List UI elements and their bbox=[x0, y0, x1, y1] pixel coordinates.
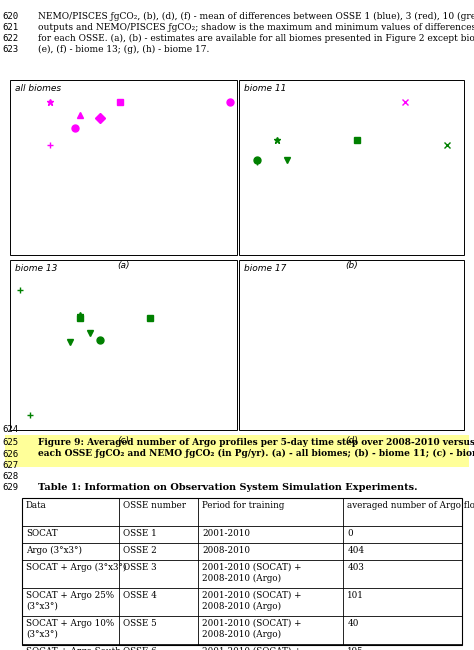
Text: Period for training: Period for training bbox=[202, 501, 284, 510]
Text: OSSE number: OSSE number bbox=[123, 501, 186, 510]
Text: 620: 620 bbox=[2, 12, 18, 21]
Text: 101: 101 bbox=[347, 591, 364, 600]
Text: 622: 622 bbox=[2, 34, 18, 43]
Text: 626: 626 bbox=[2, 450, 18, 459]
Text: 403: 403 bbox=[347, 563, 364, 572]
Text: SOCAT + Argo 10%
(3°x3°): SOCAT + Argo 10% (3°x3°) bbox=[26, 619, 114, 638]
Text: 621: 621 bbox=[2, 23, 18, 32]
Text: for each OSSE. (a), (b) - estimates are available for all biomes presented in Fi: for each OSSE. (a), (b) - estimates are … bbox=[38, 34, 474, 43]
Text: (c): (c) bbox=[118, 436, 129, 445]
Bar bbox=[239, 260, 464, 430]
Text: 628: 628 bbox=[2, 472, 18, 481]
Text: 195: 195 bbox=[347, 647, 364, 650]
Text: SOCAT + Argo 25%
(3°x3°): SOCAT + Argo 25% (3°x3°) bbox=[26, 591, 114, 610]
Text: 624: 624 bbox=[2, 425, 18, 434]
Text: biome 13: biome 13 bbox=[15, 264, 57, 273]
Text: 625: 625 bbox=[2, 438, 18, 447]
Text: 404: 404 bbox=[347, 546, 365, 555]
Bar bbox=[10, 260, 237, 430]
Text: 0: 0 bbox=[347, 529, 353, 538]
Text: Table 1: Information on Observation System Simulation Experiments.: Table 1: Information on Observation Syst… bbox=[38, 483, 418, 492]
Text: 623: 623 bbox=[2, 45, 18, 54]
Text: Argo (3°x3°): Argo (3°x3°) bbox=[26, 546, 82, 555]
Text: (b): (b) bbox=[345, 261, 358, 270]
Text: NEMO/PISCES ƒgCO₂, (b), (d), (f) - mean of differences between OSSE 1 (blue), 3 : NEMO/PISCES ƒgCO₂, (b), (d), (f) - mean … bbox=[38, 12, 474, 21]
Text: OSSE 2: OSSE 2 bbox=[123, 546, 156, 555]
Text: biome 11: biome 11 bbox=[244, 84, 286, 93]
Bar bbox=[5, 435, 469, 467]
Text: each OSSE ƒgCO₂ and NEMO ƒgCO₂ (in Pg/yr). (a) - all biomes; (b) - biome 11; (c): each OSSE ƒgCO₂ and NEMO ƒgCO₂ (in Pg/yr… bbox=[38, 449, 474, 458]
Text: SOCAT + Argo South
(3°x3°): SOCAT + Argo South (3°x3°) bbox=[26, 647, 121, 650]
Text: 2001-2010 (SOCAT) +
2008-2010 (Argo South): 2001-2010 (SOCAT) + 2008-2010 (Argo Sout… bbox=[202, 647, 310, 650]
Text: biome 17: biome 17 bbox=[244, 264, 286, 273]
Text: 2001-2010 (SOCAT) +
2008-2010 (Argo): 2001-2010 (SOCAT) + 2008-2010 (Argo) bbox=[202, 591, 301, 610]
Text: (e), (f) - biome 13; (g), (h) - biome 17.: (e), (f) - biome 13; (g), (h) - biome 17… bbox=[38, 45, 210, 54]
Text: 629: 629 bbox=[2, 483, 18, 492]
Text: all biomes: all biomes bbox=[15, 84, 61, 93]
Text: 2008-2010: 2008-2010 bbox=[202, 546, 250, 555]
Text: OSSE 1: OSSE 1 bbox=[123, 529, 156, 538]
Text: OSSE 5: OSSE 5 bbox=[123, 619, 156, 628]
Text: 40: 40 bbox=[347, 619, 358, 628]
Text: 2001-2010 (SOCAT) +
2008-2010 (Argo): 2001-2010 (SOCAT) + 2008-2010 (Argo) bbox=[202, 619, 301, 638]
Bar bbox=[10, 80, 237, 255]
Text: 2001-2010: 2001-2010 bbox=[202, 529, 250, 538]
Text: SOCAT: SOCAT bbox=[26, 529, 58, 538]
Text: averaged number of Argo floats per 5 days: averaged number of Argo floats per 5 day… bbox=[347, 501, 474, 510]
Text: (a): (a) bbox=[117, 261, 130, 270]
Text: OSSE 4: OSSE 4 bbox=[123, 591, 157, 600]
Text: 2001-2010 (SOCAT) +
2008-2010 (Argo): 2001-2010 (SOCAT) + 2008-2010 (Argo) bbox=[202, 563, 301, 582]
Text: outputs and NEMO/PISCES ƒgCO₂; shadow is the maximum and minimum values of diffe: outputs and NEMO/PISCES ƒgCO₂; shadow is… bbox=[38, 23, 474, 32]
Text: Data: Data bbox=[26, 501, 47, 510]
Text: OSSE 6: OSSE 6 bbox=[123, 647, 156, 650]
Text: OSSE 3: OSSE 3 bbox=[123, 563, 156, 572]
Text: (d): (d) bbox=[345, 436, 358, 445]
Text: SOCAT + Argo (3°x3°): SOCAT + Argo (3°x3°) bbox=[26, 563, 127, 572]
Bar bbox=[239, 80, 464, 255]
Bar bbox=[22, 498, 462, 645]
Text: 627: 627 bbox=[2, 461, 18, 470]
Text: Figure 9: Averaged number of Argo profiles per 5-day time step over 2008-2010 ve: Figure 9: Averaged number of Argo profil… bbox=[38, 438, 474, 447]
